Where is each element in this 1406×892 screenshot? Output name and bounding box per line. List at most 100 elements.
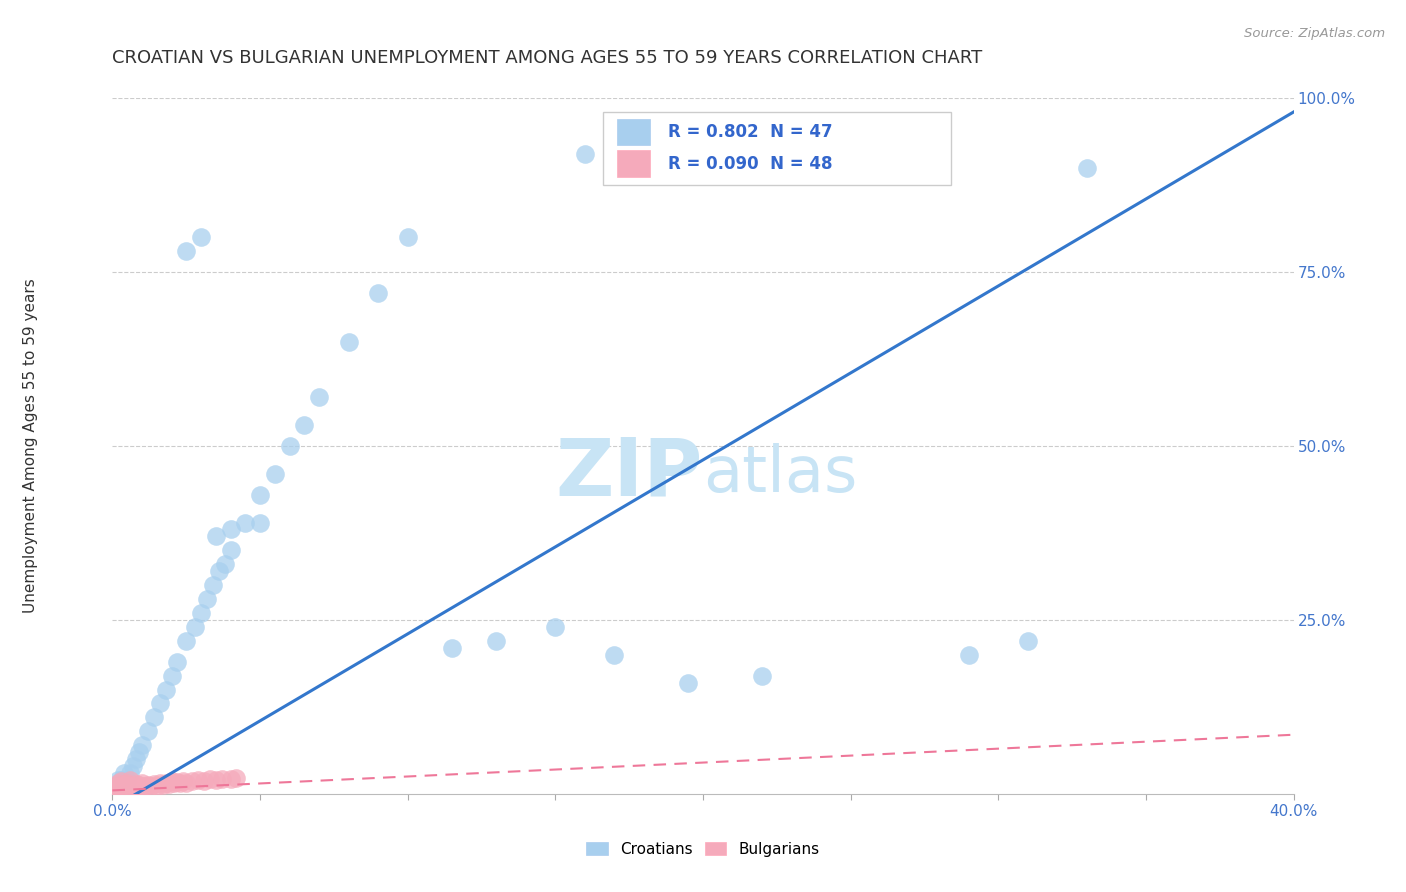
Point <box>603 648 626 662</box>
Point <box>174 244 197 259</box>
Point <box>122 759 145 773</box>
FancyBboxPatch shape <box>617 119 650 145</box>
Point <box>367 285 389 300</box>
Point <box>574 146 596 161</box>
Point <box>205 529 228 543</box>
Point <box>485 633 508 648</box>
Point <box>264 467 287 481</box>
Point <box>107 772 129 787</box>
Point <box>308 390 330 404</box>
Point <box>125 752 148 766</box>
Point <box>125 777 148 791</box>
Point <box>120 766 142 780</box>
Point <box>110 780 132 795</box>
Point <box>107 780 129 794</box>
Point <box>122 779 145 793</box>
Point <box>134 779 156 793</box>
Point <box>107 776 129 790</box>
Point <box>120 781 142 796</box>
Point <box>142 710 165 724</box>
Point <box>957 648 980 662</box>
Point <box>128 781 150 796</box>
Point <box>149 697 172 711</box>
Point <box>174 776 197 790</box>
Text: CROATIAN VS BULGARIAN UNEMPLOYMENT AMONG AGES 55 TO 59 YEARS CORRELATION CHART: CROATIAN VS BULGARIAN UNEMPLOYMENT AMONG… <box>112 49 983 67</box>
Point <box>155 776 177 790</box>
Point <box>112 782 135 797</box>
Point <box>104 779 127 793</box>
Point <box>249 488 271 502</box>
Point <box>110 783 132 797</box>
Point <box>184 620 207 634</box>
Point <box>152 778 174 792</box>
Point <box>337 334 360 349</box>
Text: Source: ZipAtlas.com: Source: ZipAtlas.com <box>1244 27 1385 40</box>
Point <box>125 780 148 795</box>
Point <box>233 516 256 530</box>
Point <box>172 773 194 788</box>
Point <box>117 776 138 790</box>
FancyBboxPatch shape <box>617 150 650 177</box>
Point <box>195 592 218 607</box>
Point <box>155 682 177 697</box>
Point <box>131 738 153 752</box>
Point <box>201 578 224 592</box>
Point <box>117 780 138 794</box>
Text: atlas: atlas <box>703 442 858 505</box>
Point <box>292 418 315 433</box>
Point <box>122 782 145 797</box>
Point <box>678 675 700 690</box>
Point <box>160 774 183 789</box>
Point <box>193 773 215 788</box>
Point <box>128 745 150 759</box>
Text: R = 0.802  N = 47: R = 0.802 N = 47 <box>668 123 832 141</box>
Point <box>208 564 231 578</box>
Point <box>1076 161 1098 175</box>
Point <box>131 780 153 794</box>
Point <box>187 772 209 787</box>
Point <box>751 668 773 682</box>
Point <box>163 776 186 790</box>
Point <box>205 772 228 787</box>
Point <box>112 779 135 793</box>
Point <box>396 230 419 244</box>
Point <box>249 516 271 530</box>
Point <box>211 772 233 786</box>
Point <box>110 778 132 792</box>
Point <box>166 655 188 669</box>
FancyBboxPatch shape <box>603 112 950 186</box>
Text: ZIP: ZIP <box>555 434 703 513</box>
Point <box>166 775 188 789</box>
Point <box>104 781 127 796</box>
Point <box>544 620 567 634</box>
Point <box>219 543 242 558</box>
Point <box>110 774 132 789</box>
Point <box>146 779 169 793</box>
Point <box>181 774 204 789</box>
Point <box>225 771 247 785</box>
Point <box>136 724 159 739</box>
Point <box>142 777 165 791</box>
Point <box>107 782 129 797</box>
Text: Unemployment Among Ages 55 to 59 years: Unemployment Among Ages 55 to 59 years <box>24 278 38 614</box>
Point <box>174 633 197 648</box>
Point <box>190 606 212 620</box>
Point <box>131 776 153 790</box>
Point <box>120 772 142 787</box>
Point <box>120 778 142 792</box>
Point <box>112 766 135 780</box>
Point <box>219 523 242 537</box>
Point <box>214 558 236 572</box>
Point <box>117 782 138 797</box>
Point <box>1017 633 1039 648</box>
Point <box>441 640 464 655</box>
Legend: Croatians, Bulgarians: Croatians, Bulgarians <box>581 836 825 863</box>
Point <box>219 772 242 787</box>
Point <box>149 776 172 790</box>
Point <box>139 779 162 793</box>
Point <box>157 777 180 791</box>
Text: R = 0.090  N = 48: R = 0.090 N = 48 <box>668 154 832 172</box>
Point <box>110 772 132 787</box>
Point <box>198 772 221 787</box>
Point <box>169 776 191 790</box>
